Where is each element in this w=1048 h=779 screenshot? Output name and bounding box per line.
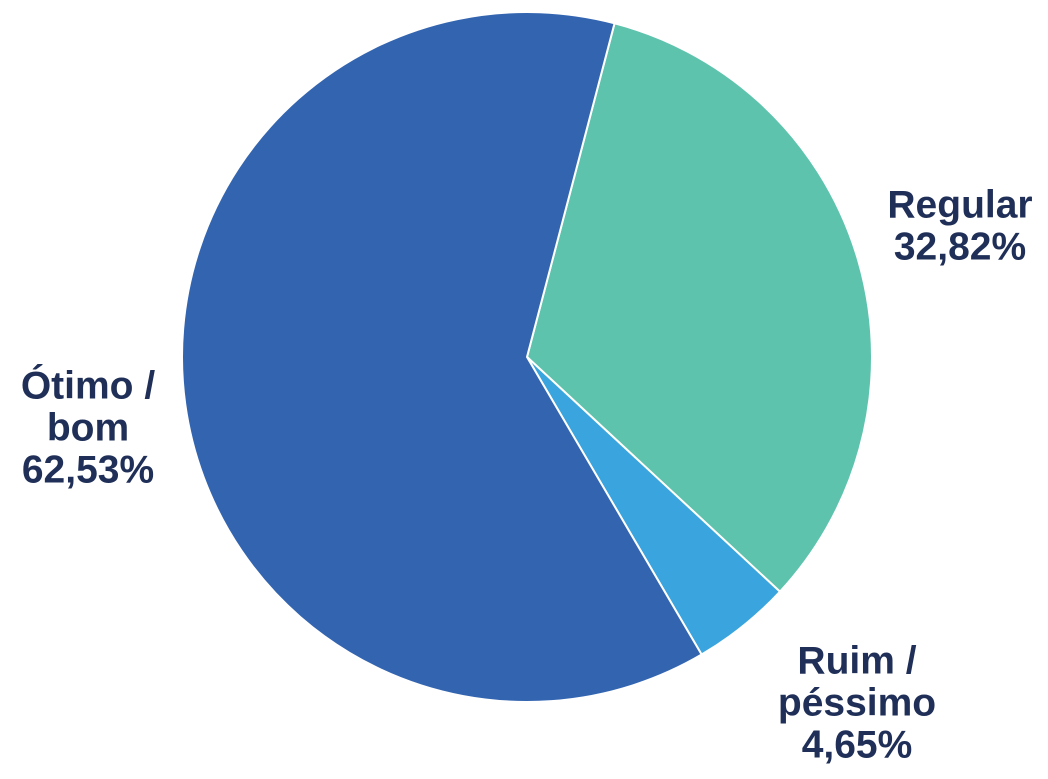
pie-slice-otimo-bom — [181, 11, 703, 703]
label-line: Ruim / — [797, 639, 916, 682]
slices-layer — [181, 11, 873, 703]
pie-slice-regular — [525, 22, 873, 594]
label-line: péssimo — [778, 681, 936, 724]
data-label-regular: Regular 32,82% — [887, 183, 1032, 268]
data-label-otimo-bom: Ótimo / bom 62,53% — [21, 363, 155, 491]
labels-layer: Regular 32,82% Ruim / péssimo 4,65% Ótimo / bo… — [21, 183, 1033, 766]
label-line: Regular — [887, 183, 1032, 226]
value-label: 62,53% — [22, 448, 154, 491]
value-label: 32,82% — [894, 225, 1026, 268]
label-line: Ótimo / — [21, 363, 155, 407]
label-line: bom — [47, 406, 129, 449]
data-label-ruim-pessimo: Ruim / péssimo 4,65% — [778, 639, 936, 766]
value-label: 4,65% — [802, 723, 913, 766]
